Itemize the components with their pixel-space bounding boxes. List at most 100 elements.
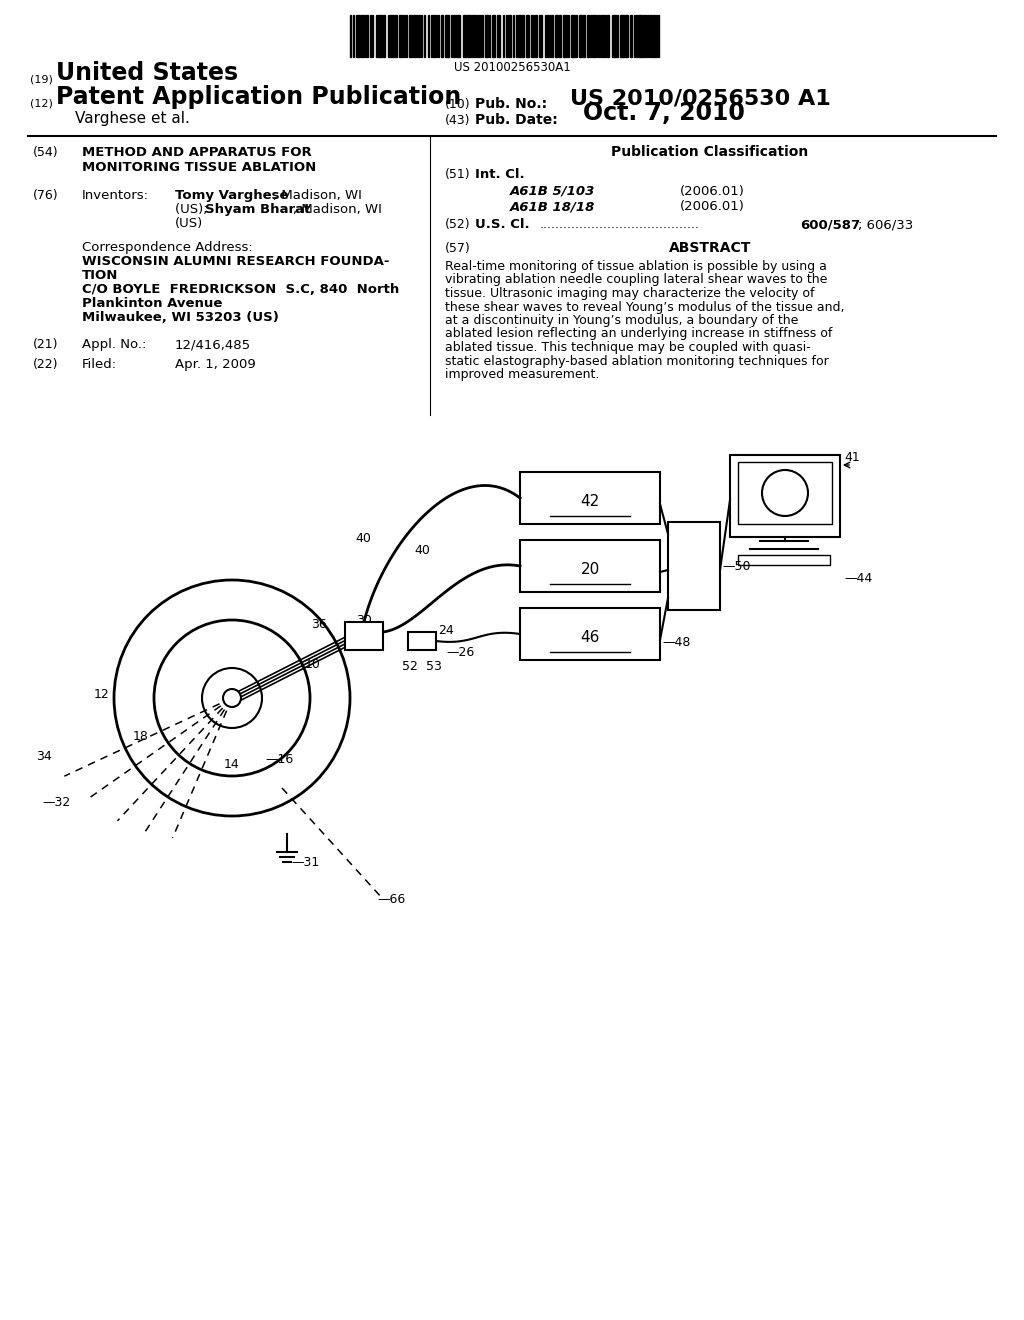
- Bar: [539, 15, 542, 57]
- Text: Int. Cl.: Int. Cl.: [475, 168, 524, 181]
- Bar: [508, 15, 511, 57]
- Text: , Madison, WI: , Madison, WI: [273, 189, 361, 202]
- Text: U.S. Cl.: U.S. Cl.: [475, 218, 529, 231]
- Text: (2006.01): (2006.01): [680, 185, 744, 198]
- Bar: [378, 15, 382, 57]
- Bar: [520, 609, 660, 660]
- Bar: [433, 15, 435, 57]
- Text: 46: 46: [581, 631, 600, 645]
- Text: vibrating ablation needle coupling lateral shear waves to the: vibrating ablation needle coupling later…: [445, 273, 827, 286]
- Text: Tomy Varghese: Tomy Varghese: [175, 189, 289, 202]
- Text: static elastography-based ablation monitoring techniques for: static elastography-based ablation monit…: [445, 355, 828, 367]
- Text: Inventors:: Inventors:: [82, 189, 150, 202]
- Bar: [620, 15, 624, 57]
- Bar: [408, 632, 436, 649]
- Bar: [467, 15, 470, 57]
- Bar: [668, 521, 720, 610]
- Text: ablated lesion reflecting an underlying increase in stiffness of: ablated lesion reflecting an underlying …: [445, 327, 833, 341]
- Bar: [497, 15, 500, 57]
- Text: 14: 14: [224, 758, 240, 771]
- Text: 10: 10: [305, 657, 321, 671]
- Text: (22): (22): [33, 358, 58, 371]
- Text: 12/416,485: 12/416,485: [175, 338, 251, 351]
- Text: 20: 20: [581, 562, 600, 578]
- Circle shape: [223, 689, 241, 708]
- Text: Pub. No.:: Pub. No.:: [475, 96, 547, 111]
- Bar: [463, 15, 466, 57]
- Bar: [453, 15, 455, 57]
- Text: (52): (52): [445, 218, 471, 231]
- Text: Milwaukee, WI 53203 (US): Milwaukee, WI 53203 (US): [82, 312, 279, 323]
- Text: improved measurement.: improved measurement.: [445, 368, 599, 381]
- Text: 40: 40: [355, 532, 371, 545]
- Text: Appl. No.:: Appl. No.:: [82, 338, 146, 351]
- Bar: [526, 15, 529, 57]
- Bar: [409, 15, 412, 57]
- Text: ........................................: ........................................: [540, 218, 700, 231]
- Bar: [520, 473, 660, 524]
- Bar: [345, 622, 383, 649]
- Text: 41: 41: [844, 451, 860, 465]
- Text: 40: 40: [414, 544, 430, 557]
- Text: Filed:: Filed:: [82, 358, 117, 371]
- Bar: [738, 462, 831, 524]
- Bar: [653, 15, 655, 57]
- Bar: [638, 15, 642, 57]
- Bar: [441, 15, 443, 57]
- Text: ablated tissue. This technique may be coupled with quasi-: ablated tissue. This technique may be co…: [445, 341, 811, 354]
- Text: Correspondence Address:: Correspondence Address:: [82, 242, 253, 253]
- Text: A61B 18/18: A61B 18/18: [510, 201, 595, 213]
- Text: tissue. Ultrasonic imaging may characterize the velocity of: tissue. Ultrasonic imaging may character…: [445, 286, 814, 300]
- Text: —44: —44: [844, 572, 872, 585]
- Text: —31: —31: [291, 855, 319, 869]
- Bar: [485, 15, 488, 57]
- Text: (US);: (US);: [175, 203, 212, 216]
- Bar: [366, 15, 368, 57]
- Text: (51): (51): [445, 168, 471, 181]
- Text: (2006.01): (2006.01): [680, 201, 744, 213]
- Text: MONITORING TISSUE ABLATION: MONITORING TISSUE ABLATION: [82, 161, 316, 174]
- Text: ; 606/33: ; 606/33: [858, 218, 913, 231]
- Bar: [625, 15, 628, 57]
- Text: —50: —50: [722, 560, 751, 573]
- Text: —32: —32: [42, 796, 71, 809]
- Text: 600/587: 600/587: [800, 218, 860, 231]
- Text: at a discontinuity in Young’s modulus, a boundary of the: at a discontinuity in Young’s modulus, a…: [445, 314, 799, 327]
- Text: Patent Application Publication: Patent Application Publication: [56, 84, 461, 110]
- Text: 30: 30: [356, 614, 372, 627]
- Text: WISCONSIN ALUMNI RESEARCH FOUNDA-: WISCONSIN ALUMNI RESEARCH FOUNDA-: [82, 255, 389, 268]
- Bar: [607, 15, 609, 57]
- Text: , Madison, WI: , Madison, WI: [293, 203, 382, 216]
- Text: C/O BOYLE  FREDRICKSON  S.C, 840  North: C/O BOYLE FREDRICKSON S.C, 840 North: [82, 282, 399, 296]
- Bar: [413, 15, 415, 57]
- Text: (21): (21): [33, 338, 58, 351]
- Text: ABSTRACT: ABSTRACT: [669, 242, 752, 255]
- Bar: [583, 15, 585, 57]
- Text: Plankinton Avenue: Plankinton Avenue: [82, 297, 222, 310]
- Bar: [592, 15, 595, 57]
- Bar: [559, 15, 561, 57]
- Text: (10): (10): [445, 98, 471, 111]
- Text: —26: —26: [446, 645, 474, 659]
- Text: —16: —16: [265, 752, 293, 766]
- Bar: [650, 15, 652, 57]
- Bar: [555, 15, 558, 57]
- Bar: [547, 15, 549, 57]
- Bar: [390, 15, 394, 57]
- Bar: [602, 15, 604, 57]
- Text: United States: United States: [56, 61, 239, 84]
- Bar: [518, 15, 521, 57]
- Text: 12: 12: [93, 688, 109, 701]
- Bar: [522, 15, 524, 57]
- Text: TION: TION: [82, 269, 119, 282]
- Text: (54): (54): [33, 147, 58, 158]
- Text: 53: 53: [426, 660, 442, 673]
- Bar: [473, 15, 475, 57]
- Text: Varghese et al.: Varghese et al.: [75, 111, 189, 125]
- Text: Shyam Bharat: Shyam Bharat: [205, 203, 310, 216]
- Bar: [612, 15, 616, 57]
- Text: (43): (43): [445, 114, 470, 127]
- Text: (76): (76): [33, 189, 58, 202]
- Bar: [587, 15, 589, 57]
- Text: Apr. 1, 2009: Apr. 1, 2009: [175, 358, 256, 371]
